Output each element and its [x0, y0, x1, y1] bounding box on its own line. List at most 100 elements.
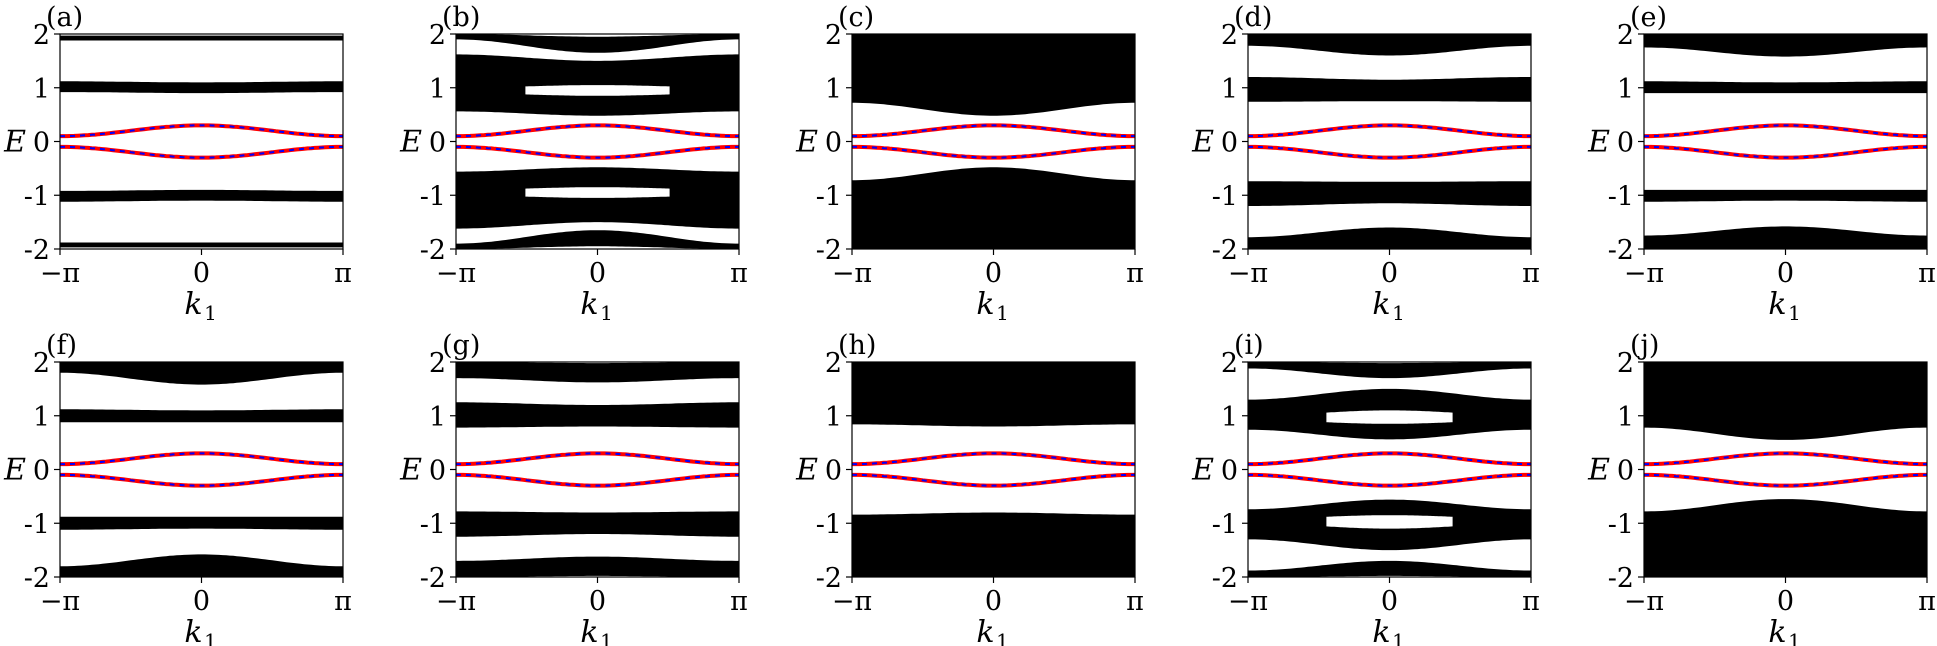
x-tick-label: 0: [193, 586, 210, 617]
x-tick-label: π: [730, 586, 748, 617]
x-axis-label-subscript: 1: [1788, 301, 1801, 325]
y-tick-label: 1: [1221, 74, 1238, 105]
edge-state-lower-blue: [852, 145, 1135, 159]
panel-j: 210-1-2E−π 0 πk 1(j): [1587, 330, 1936, 646]
bulk-band-2: [852, 167, 1135, 249]
plot-area: [1248, 362, 1531, 577]
y-axis-label: E: [795, 125, 818, 160]
y-tick-label: -2: [816, 235, 842, 266]
y-tick-label: 0: [33, 128, 50, 159]
bulk-band-4: [60, 242, 343, 248]
y-tick-label: -2: [816, 563, 842, 594]
edge-state-upper-blue: [60, 124, 343, 138]
x-axis-label: k: [1768, 287, 1786, 322]
y-tick-label: 2: [1221, 20, 1238, 51]
y-tick-label: 0: [1221, 456, 1238, 487]
y-tick-label: -1: [24, 509, 50, 540]
panel-label: (f): [46, 330, 77, 361]
axes-frame: [1643, 33, 1928, 250]
edge-state-upper-blue: [1644, 452, 1927, 466]
y-tick-label: 0: [1617, 128, 1634, 159]
x-tick-label: π: [334, 258, 352, 289]
edge-state-upper-blue: [60, 452, 343, 466]
y-tick-label: 2: [429, 348, 446, 379]
plot-area: [852, 362, 1135, 577]
x-tick-label: π: [1126, 258, 1144, 289]
bulk-band-3: [1644, 189, 1927, 202]
y-tick-label: 2: [825, 348, 842, 379]
y-tick-label: 0: [1221, 128, 1238, 159]
panel-label: (d): [1234, 2, 1272, 33]
panel-label: (c): [838, 2, 874, 33]
x-axis-label-subscript: 1: [1788, 629, 1801, 646]
y-tick-label: 0: [825, 456, 842, 487]
y-axis-label: E: [1587, 125, 1610, 160]
y-tick-label: 2: [825, 20, 842, 51]
panel-f: 210-1-2E−π 0 πk 1(f): [3, 330, 352, 646]
bulk-band-2: [1248, 77, 1531, 102]
y-axis-label: E: [1587, 453, 1610, 488]
edge-state-upper-blue: [456, 452, 739, 466]
y-tick-label: -2: [1608, 563, 1634, 594]
bulk-band-1: [852, 34, 1135, 116]
x-tick-label: π: [730, 258, 748, 289]
x-axis-label: k: [1372, 287, 1390, 322]
y-tick-label: 0: [825, 128, 842, 159]
bulk-band-1: [60, 35, 343, 41]
x-axis-label: k: [580, 287, 598, 322]
x-axis-label-subscript: 1: [1392, 301, 1405, 325]
edge-state-upper-blue: [456, 124, 739, 138]
y-axis-label: E: [1191, 125, 1214, 160]
y-tick-label: -2: [1608, 235, 1634, 266]
edge-state-lower-blue: [1644, 473, 1927, 487]
x-tick-label: π: [1522, 586, 1540, 617]
bulk-band-2: [60, 81, 343, 94]
x-tick-label: −π: [1228, 586, 1268, 617]
bulk-band-3: [1248, 181, 1531, 206]
y-tick-label: 1: [1617, 402, 1634, 433]
plot-area: [456, 34, 739, 249]
bulk-band-2: [852, 512, 1135, 577]
panel-label: (i): [1234, 330, 1264, 361]
y-tick-label: 1: [33, 402, 50, 433]
panel-label: (g): [442, 330, 480, 361]
x-tick-label: −π: [1624, 258, 1664, 289]
panel-d: 210-1-2E−π 0 πk 1(d): [1191, 2, 1540, 325]
x-axis-label-subscript: 1: [600, 629, 613, 646]
panel-b: 210-1-2E−π 0 πk 1(b): [399, 2, 748, 325]
panel-a: 210-1-2E−π 0 πk 1(a): [3, 2, 352, 325]
y-tick-label: 0: [429, 456, 446, 487]
x-axis-label-subscript: 1: [1392, 629, 1405, 646]
y-tick-label: 1: [1617, 74, 1634, 105]
x-tick-label: 0: [1777, 586, 1794, 617]
x-tick-label: −π: [1624, 586, 1664, 617]
bulk-band-1: [1644, 34, 1927, 57]
y-tick-label: 0: [429, 128, 446, 159]
bulk-band-1: [60, 362, 343, 385]
edge-state-lower-blue: [456, 145, 739, 159]
y-tick-label: -1: [1608, 181, 1634, 212]
x-tick-label: 0: [1777, 258, 1794, 289]
edge-state-lower-blue: [1248, 473, 1531, 487]
panel-e: 210-1-2E−π 0 πk 1(e): [1587, 2, 1936, 325]
band-gap-1: [525, 85, 670, 96]
axes-frame: [59, 33, 344, 250]
plot-area: [456, 362, 739, 577]
y-tick-label: -1: [420, 181, 446, 212]
y-tick-label: 1: [1221, 402, 1238, 433]
edge-state-lower-blue: [456, 473, 739, 487]
x-axis-label: k: [1768, 615, 1786, 646]
x-tick-label: 0: [589, 586, 606, 617]
y-tick-label: -1: [420, 509, 446, 540]
edge-state-upper-blue: [852, 452, 1135, 466]
y-tick-label: 1: [825, 74, 842, 105]
panel-c: 210-1-2E−π 0 πk 1(c): [795, 2, 1144, 325]
y-tick-label: -1: [816, 181, 842, 212]
x-tick-label: −π: [40, 258, 80, 289]
bulk-band-1: [456, 362, 739, 383]
x-tick-label: −π: [832, 258, 872, 289]
y-tick-label: 0: [33, 456, 50, 487]
x-axis-label-subscript: 1: [996, 629, 1009, 646]
x-axis-label-subscript: 1: [996, 301, 1009, 325]
x-tick-label: −π: [1228, 258, 1268, 289]
